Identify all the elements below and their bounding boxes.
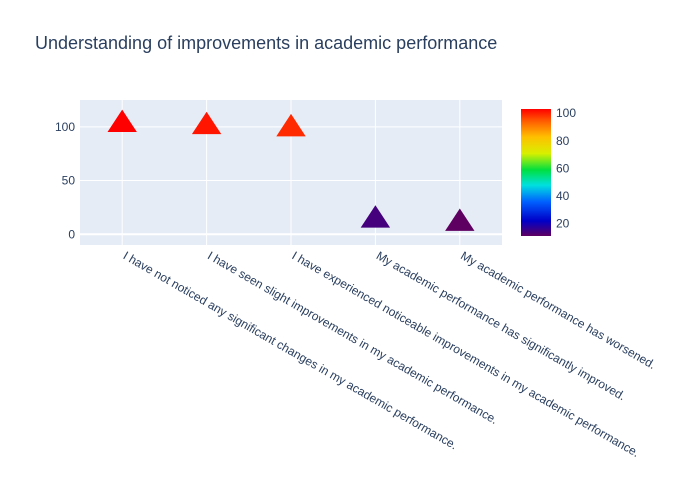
data-point-marker [276,113,306,137]
y-tick-label: 50 [62,174,76,188]
data-point-marker [191,111,222,135]
data-markers [107,109,475,231]
y-tick-label: 0 [68,227,75,241]
colorbar-gradient [521,109,551,236]
y-tick-label: 100 [55,120,75,134]
colorbar-ticks: 20 40 60 80 100 [556,106,576,230]
x-axis-ticks: I have not noticed any significant chang… [121,248,659,460]
x-tick-label: I have seen slight improvements in my ac… [205,248,500,427]
data-point-marker [360,205,391,228]
colorbar-tick-label: 100 [556,106,576,120]
colorbar-tick-label: 20 [556,217,570,231]
x-tick-label: I have experienced noticeable improvemen… [290,248,642,460]
colorbar-tick-label: 60 [556,161,570,175]
data-point-marker [107,109,137,133]
y-axis-ticks: 0 50 100 [55,120,75,241]
chart-title: Understanding of improvements in academi… [35,33,498,53]
colorbar: 20 40 60 80 100 [521,106,576,236]
data-point-marker [445,208,475,231]
colorbar-tick-label: 40 [556,189,570,203]
colorbar-tick-label: 80 [556,134,570,148]
